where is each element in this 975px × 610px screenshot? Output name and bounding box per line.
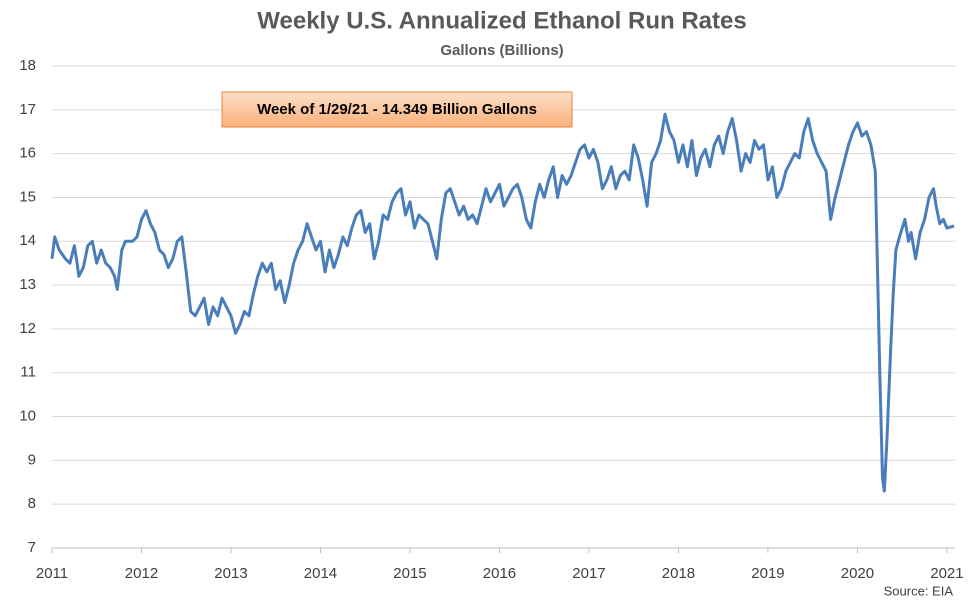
y-tick-label: 10 [19,408,36,425]
y-tick-label: 15 [19,188,36,205]
x-tick-label: 2013 [214,565,247,582]
x-tick-label: 2012 [125,565,158,582]
series-line [50,112,955,493]
y-tick-label: 9 [28,451,36,468]
y-tick-label: 16 [19,145,36,162]
plot [50,112,955,493]
y-tick-label: 14 [19,232,36,249]
annotation: Week of 1/29/21 - 14.349 Billion Gallons [257,101,537,118]
source: Source: EIA [884,583,954,598]
y-tick-label: 11 [20,364,36,381]
x-tick-label: 2020 [841,565,874,582]
grid: 7 8 9 10 11 12 13 14 15 16 17 18 2011 2012 2013 2014 201… [19,57,963,582]
y-tick-label: 13 [19,276,36,293]
y-tick-label: 18 [19,57,36,74]
chart-title: Weekly U.S. Annualized Ethanol Run Rates [257,7,746,34]
chart-subtitle: Gallons (Billions) [440,42,563,59]
x-tick-label: 2019 [751,565,784,582]
y-tick-label: 17 [19,101,36,118]
y-tick-label: 7 [28,539,36,556]
x-tick-label: 2017 [572,565,605,582]
y-tick-label: 8 [28,495,36,512]
x-tick-label: 2015 [393,565,426,582]
x-tick-label: 2018 [662,565,695,582]
x-tick-label: 2014 [304,565,337,582]
x-tick-label: 2011 [36,565,68,582]
x-tick-label: 2016 [483,565,516,582]
y-tick-label: 12 [19,320,36,337]
x-tick-label: 2021 [930,565,963,582]
annotation-box [221,91,573,128]
